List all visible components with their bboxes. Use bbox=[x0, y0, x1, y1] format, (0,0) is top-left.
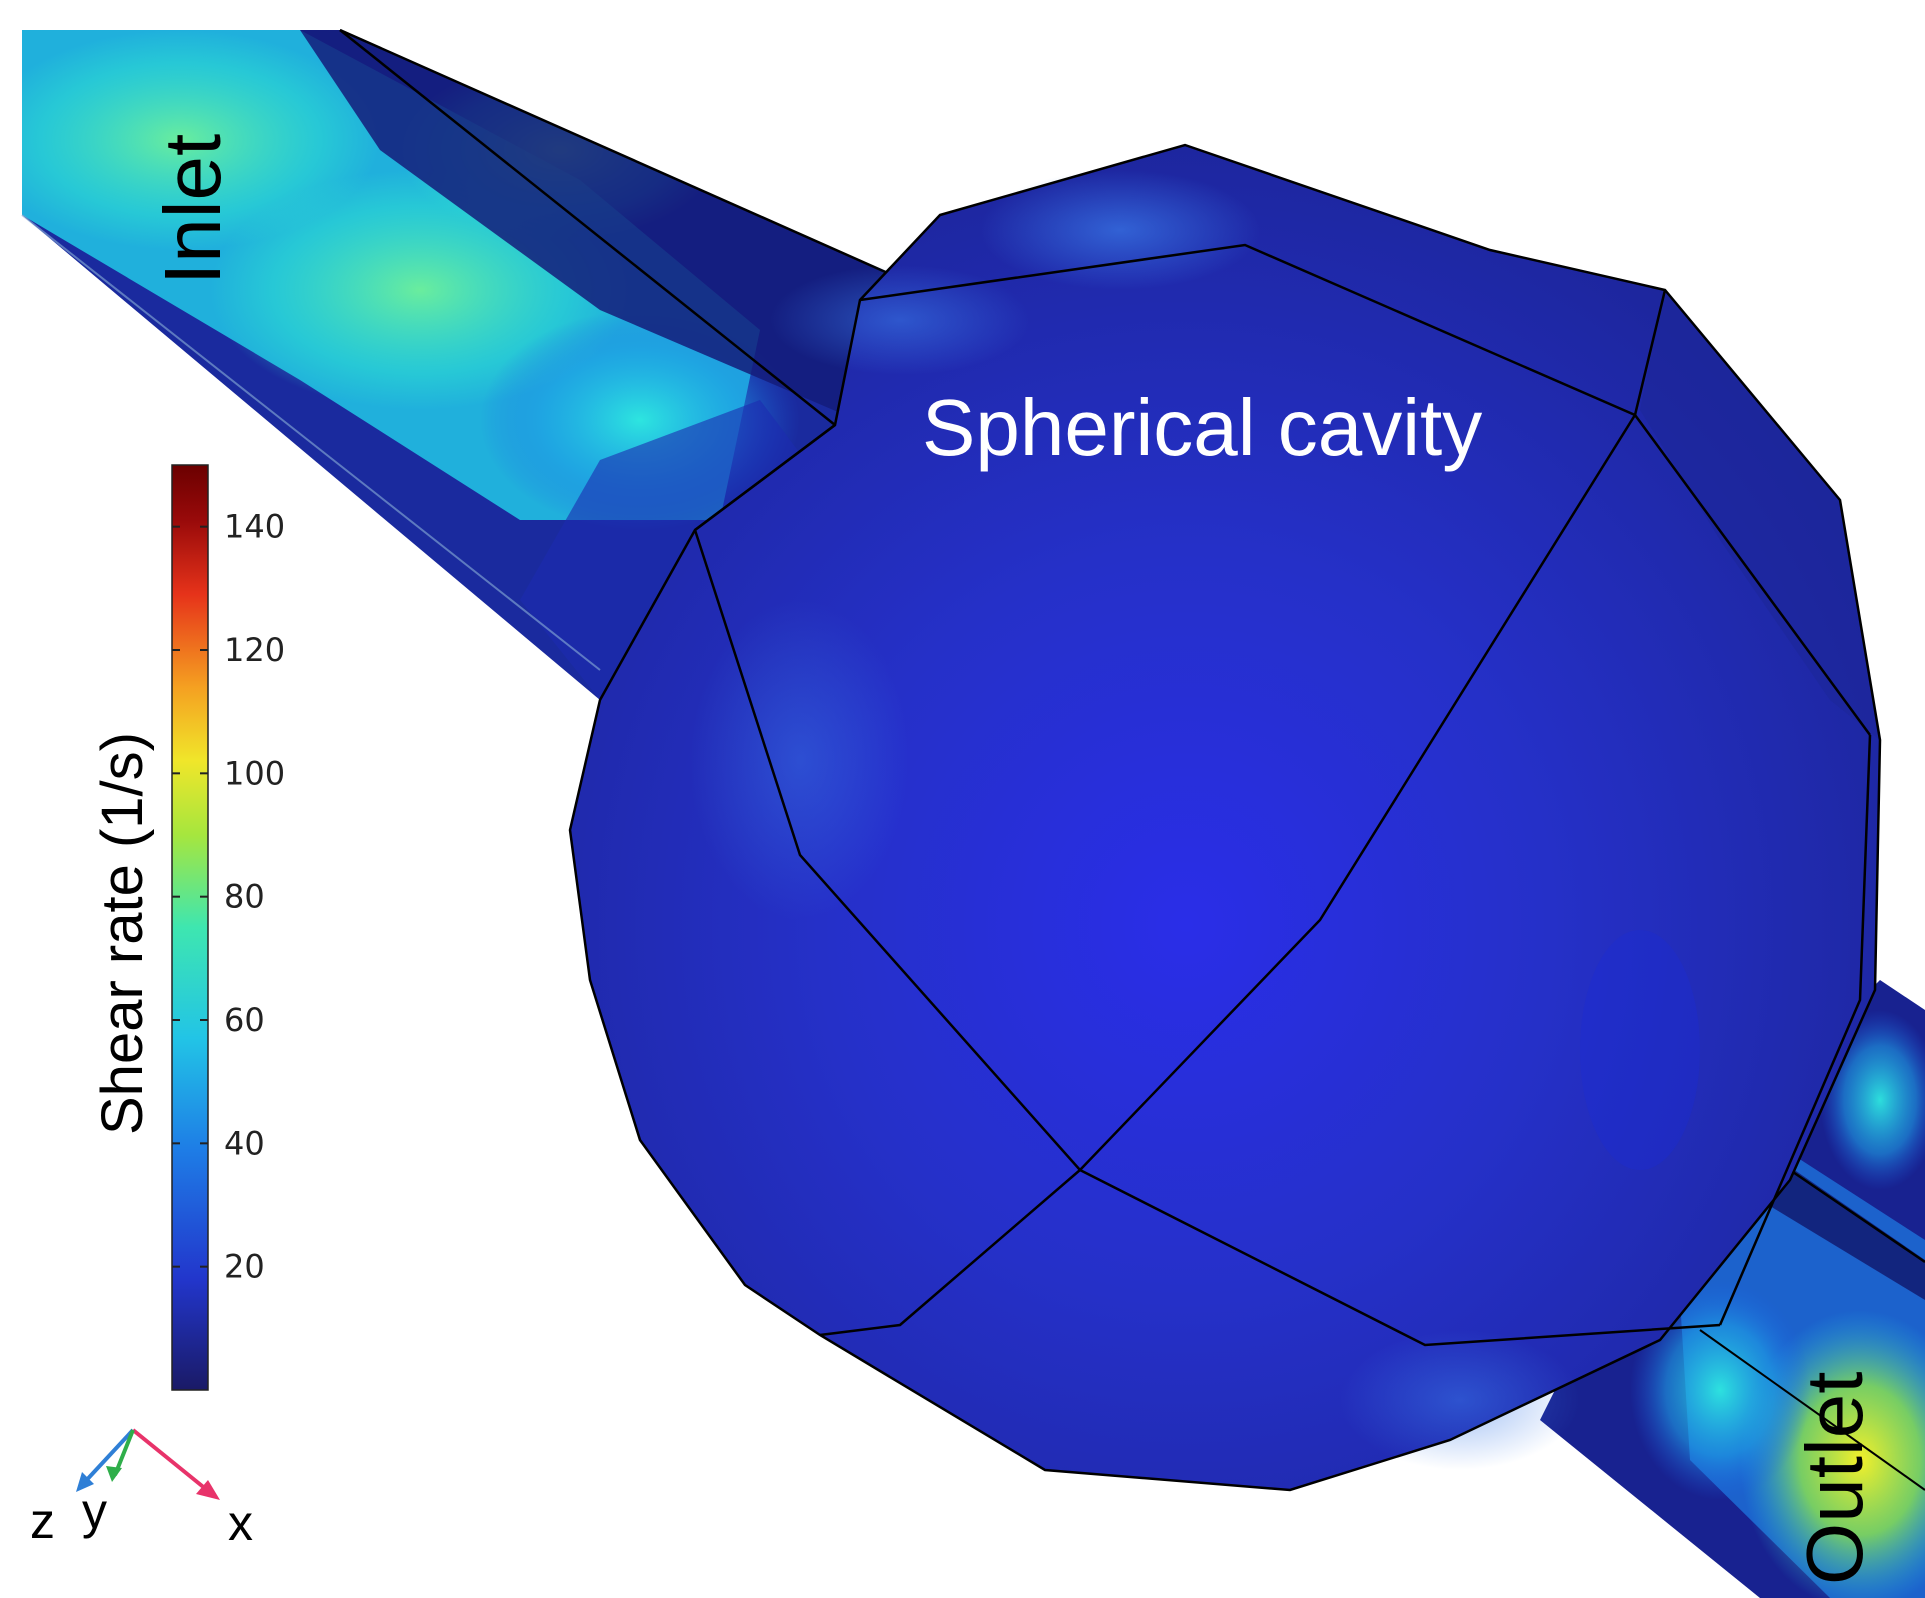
x-axis-label: x bbox=[228, 1495, 253, 1551]
colorbar-tick-label: 140 bbox=[224, 508, 285, 546]
x-axis-arrow bbox=[131, 1428, 214, 1496]
colorbar-tick-label: 60 bbox=[224, 1001, 265, 1039]
inlet-label: Inlet bbox=[148, 134, 237, 285]
colorbar-tick-label: 40 bbox=[224, 1124, 265, 1162]
axis-triad: x y z bbox=[30, 1428, 253, 1551]
y-axis-label: y bbox=[82, 1483, 107, 1539]
outlet-channel bbox=[1540, 980, 1925, 1598]
z-arrow-head-icon bbox=[76, 1472, 94, 1492]
outlet-label: Outlet bbox=[1790, 1372, 1879, 1585]
colorbar-title: Shear rate (1/s) bbox=[90, 732, 155, 1135]
colorbar-tick-label: 20 bbox=[224, 1248, 265, 1286]
x-arrow-head-icon bbox=[196, 1480, 220, 1500]
colorbar-tick-label: 80 bbox=[224, 878, 265, 916]
colorbar: 20 40 60 80 100 120 140 Shear rate (1/s) bbox=[90, 464, 285, 1391]
spherical-cavity bbox=[568, 143, 1882, 1492]
cavity-label: Spherical cavity bbox=[922, 383, 1482, 472]
colorbar-tick-label: 120 bbox=[224, 631, 285, 669]
y-arrow-head-icon bbox=[106, 1466, 122, 1482]
z-axis-label: z bbox=[30, 1493, 55, 1549]
colorbar-gradient bbox=[171, 464, 209, 1391]
z-axis-arrow bbox=[80, 1428, 135, 1487]
colorbar-ticks: 20 40 60 80 100 120 140 bbox=[172, 508, 285, 1286]
colorbar-tick-label: 100 bbox=[224, 754, 285, 792]
